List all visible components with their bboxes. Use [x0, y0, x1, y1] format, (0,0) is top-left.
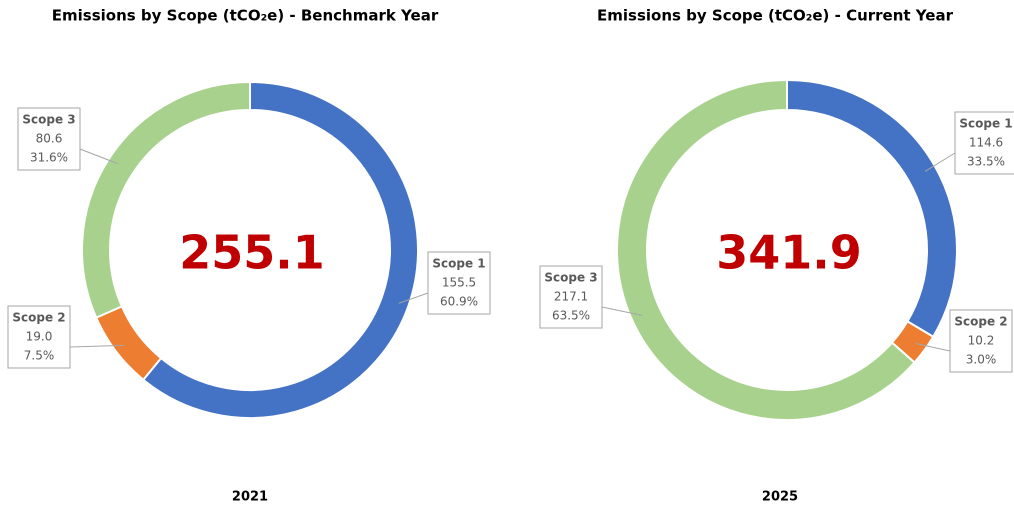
- data-label-box: [7, 305, 71, 369]
- callout-line: [601, 306, 643, 316]
- callout-line: [924, 152, 956, 172]
- data-label-value: 19.0: [26, 330, 53, 344]
- data-label-value: 155.5: [442, 276, 476, 290]
- data-label-value: 217.1: [554, 290, 588, 304]
- data-label-percent: 33.5%: [967, 155, 1005, 169]
- data-label-name: Scope 3: [22, 113, 75, 127]
- data-label-percent: 63.5%: [552, 309, 590, 323]
- data-label-value: 10.2: [968, 334, 995, 348]
- data-label-box: [539, 265, 603, 329]
- x-axis-label: 2025: [762, 490, 798, 505]
- callout-line: [79, 148, 118, 165]
- data-label-box: [427, 251, 491, 315]
- chart-title: Emissions by Scope (tCO₂e) - Current Yea…: [597, 7, 954, 25]
- callout-line: [915, 343, 951, 352]
- callout-line: [69, 344, 125, 348]
- data-label-name: Scope 3: [544, 271, 597, 285]
- data-label-box: [954, 111, 1014, 175]
- data-label-name: Scope 1: [959, 117, 1012, 131]
- data-label-percent: 60.9%: [440, 295, 478, 309]
- x-axis-label: 2021: [232, 490, 268, 505]
- data-label-percent: 7.5%: [24, 349, 55, 363]
- doughnut-segment: [81, 80, 251, 319]
- data-label-value: 80.6: [36, 132, 63, 146]
- doughnut-segment: [786, 78, 958, 339]
- data-label-name: Scope 1: [432, 257, 485, 271]
- data-label-percent: 31.6%: [30, 151, 68, 165]
- data-label-name: Scope 2: [954, 315, 1007, 329]
- data-label-value: 114.6: [969, 136, 1003, 150]
- center-total: 341.9: [716, 226, 862, 280]
- chart-title: Emissions by Scope (tCO₂e) - Benchmark Y…: [52, 7, 439, 25]
- data-label-percent: 3.0%: [966, 353, 997, 367]
- doughnut-segment: [94, 305, 163, 382]
- data-label-box: [949, 309, 1013, 373]
- callout-line: [398, 292, 429, 304]
- doughnut-segment: [616, 78, 916, 421]
- data-label-box: [17, 107, 81, 171]
- data-label-name: Scope 2: [12, 311, 65, 325]
- center-total: 255.1: [179, 226, 325, 280]
- doughnut-segment: [141, 80, 419, 419]
